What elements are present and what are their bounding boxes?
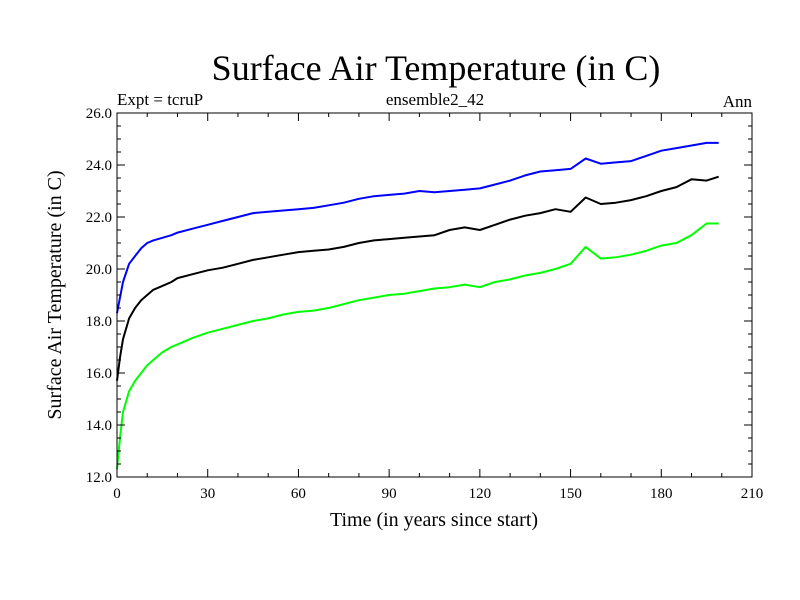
chart-title: Surface Air Temperature (in C) bbox=[212, 48, 661, 88]
y-tick-label: 26.0 bbox=[86, 106, 112, 122]
ensemble-label: ensemble2_42 bbox=[386, 90, 484, 109]
y-tick-label: 12.0 bbox=[86, 470, 112, 486]
x-tick-label: 30 bbox=[200, 486, 215, 502]
x-axis-label: Time (in years since start) bbox=[330, 509, 538, 531]
series-line-upper bbox=[116, 141, 719, 314]
x-tick-label: 0 bbox=[113, 486, 121, 502]
x-tick-label: 150 bbox=[559, 486, 582, 502]
y-tick-label: 24.0 bbox=[86, 158, 112, 174]
x-tick-label: 120 bbox=[469, 486, 492, 502]
y-tick-label: 22.0 bbox=[86, 210, 112, 226]
series-line-middle bbox=[116, 175, 720, 381]
tick-layer: 0 30 60 90 120 150 180 210 12.0 14.0 16.0 18.0 20.0 2… bbox=[86, 106, 764, 502]
plot-frame bbox=[116, 112, 753, 478]
x-tick-label: 60 bbox=[291, 486, 306, 502]
x-tick-label: 180 bbox=[650, 486, 673, 502]
series-layer bbox=[116, 141, 720, 470]
y-tick-label: 14.0 bbox=[86, 418, 112, 434]
x-tick-label: 90 bbox=[382, 486, 397, 502]
y-tick-label: 20.0 bbox=[86, 262, 112, 278]
series-line-lower bbox=[116, 222, 719, 470]
y-tick-label: 18.0 bbox=[86, 314, 112, 330]
experiment-label: Expt = tcruP bbox=[117, 90, 203, 109]
y-axis-label: Surface Air Temperature (in C) bbox=[44, 170, 66, 419]
season-label: Ann bbox=[723, 92, 753, 111]
x-tick-label: 210 bbox=[741, 486, 764, 502]
y-tick-label: 16.0 bbox=[86, 366, 112, 382]
